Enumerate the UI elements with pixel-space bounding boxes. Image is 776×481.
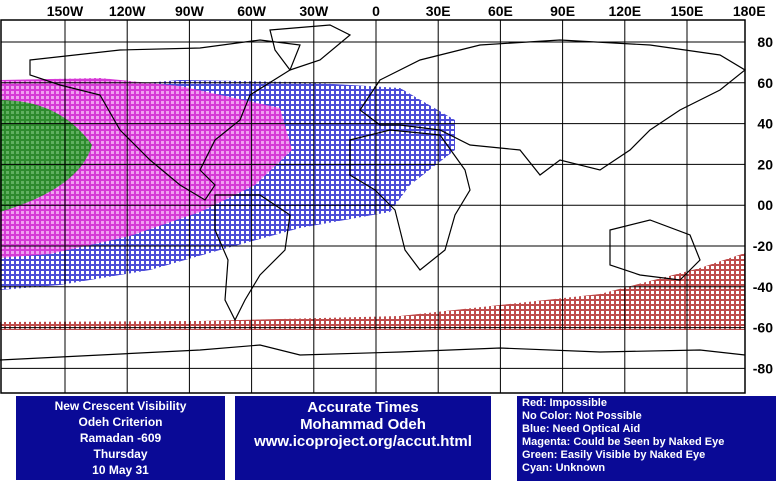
longitude-label: 0 — [372, 3, 380, 19]
latitude-label: -80 — [753, 360, 773, 376]
visibility-regions — [0, 78, 745, 330]
greenland — [269, 24, 352, 71]
latitude-label: 60 — [757, 75, 773, 91]
south-america — [214, 194, 291, 322]
longitude-label: 180E — [733, 3, 766, 19]
latitude-label: 00 — [757, 197, 773, 213]
box-line: 10 May 31 — [92, 463, 149, 477]
antarctica — [0, 344, 746, 361]
grid: 150W 120W 90W 60W 30W 0 30E 60E 90E 120E 150E 180E 8… — [1, 3, 773, 393]
box-line: Red: Impossible — [522, 397, 607, 409]
longitude-label: 60W — [237, 3, 267, 19]
box-line: www.icoproject.org/accut.html — [254, 433, 472, 450]
box-line: Accurate Times — [307, 399, 419, 416]
map: 150W 120W 90W 60W 30W 0 30E 60E 90E 120E 150E 180E 8… — [0, 3, 773, 394]
longitude-label: 120E — [608, 3, 641, 19]
eurasia — [359, 39, 747, 176]
legend-box: Red: Impossible No Color: Not Possible Blu… — [517, 396, 776, 481]
box-line: Cyan: Unknown — [522, 462, 606, 474]
latitude-label: 40 — [757, 116, 773, 132]
box-line: New Crescent Visibility — [54, 399, 187, 413]
latitude-label: -40 — [753, 279, 773, 295]
box-line: Thursday — [93, 447, 148, 461]
longitude-label: 90W — [175, 3, 205, 19]
box-line: Magenta: Could be Seen by Naked Eye — [522, 436, 725, 448]
info-box: New Crescent Visibility Odeh Criterion Ram… — [16, 396, 225, 480]
africa — [349, 129, 471, 271]
box-line: Mohammad Odeh — [300, 416, 426, 433]
longitude-label: 90E — [550, 3, 575, 19]
box-line: Ramadan -609 — [79, 431, 162, 445]
longitude-label: 120W — [109, 3, 146, 19]
latitude-label: 20 — [757, 156, 773, 172]
box-line: Green: Easily Visible by Naked Eye — [522, 449, 706, 461]
green-region — [0, 100, 92, 212]
longitude-label: 60E — [488, 3, 513, 19]
map-frame — [0, 19, 746, 394]
red-region — [0, 253, 745, 330]
continents — [0, 24, 747, 361]
latitude-label: -60 — [753, 320, 773, 336]
longitude-label: 30W — [299, 3, 329, 19]
latitude-label: 80 — [757, 34, 773, 50]
box-line: Odeh Criterion — [78, 415, 163, 429]
box-line: No Color: Not Possible — [522, 410, 642, 422]
longitude-label: 150W — [47, 3, 84, 19]
longitude-label: 30E — [426, 3, 451, 19]
australia — [609, 219, 701, 281]
north-america — [29, 39, 301, 201]
magenta-region — [0, 78, 292, 258]
credit-box: Accurate Times Mohammad Odeh www.icoprojec… — [235, 396, 491, 480]
latitude-label: -20 — [753, 238, 773, 254]
longitude-label: 150E — [671, 3, 704, 19]
box-line: Blue: Need Optical Aid — [522, 423, 641, 435]
